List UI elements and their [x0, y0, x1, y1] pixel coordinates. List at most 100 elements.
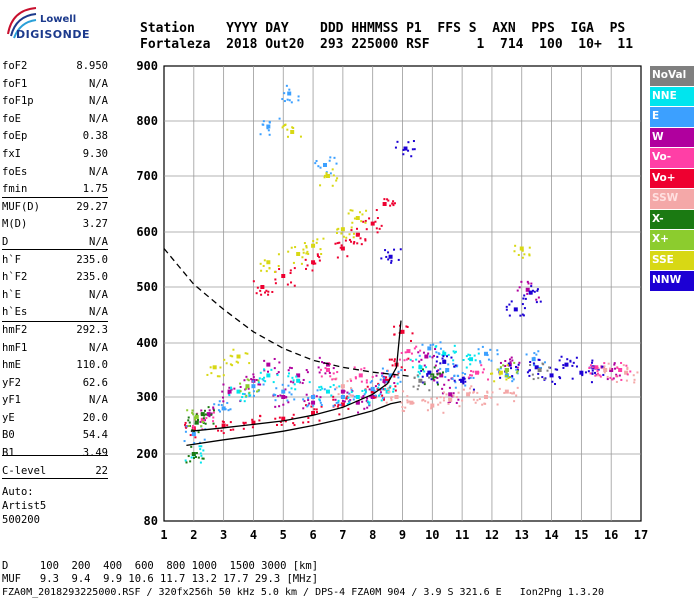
echo-dot — [538, 358, 541, 361]
echo-dot — [439, 401, 442, 404]
echo-dot — [316, 254, 319, 257]
param-name: M(D) — [2, 218, 28, 231]
echo-dot — [302, 251, 305, 254]
echo-dot — [199, 452, 202, 455]
echo-dot — [594, 374, 597, 377]
echo-dot — [482, 368, 485, 371]
echo-dot — [221, 390, 224, 393]
echo-dot — [292, 379, 295, 382]
echo-dot — [435, 360, 438, 363]
data-point — [358, 373, 363, 378]
param-value: N/A — [89, 306, 108, 319]
echo-dot — [477, 348, 480, 351]
echo-dot — [400, 366, 403, 369]
echo-dot — [307, 252, 310, 255]
echo-dot — [421, 381, 424, 384]
echo-dot — [186, 409, 189, 412]
echo-dot — [286, 98, 289, 101]
echo-dot — [290, 281, 293, 284]
echo-dot — [427, 352, 430, 355]
echo-dot — [200, 409, 203, 412]
echo-dot — [192, 428, 195, 431]
x-tick-label: 4 — [250, 528, 257, 542]
data-point — [281, 274, 286, 278]
echo-dot — [523, 307, 526, 310]
echo-dot — [350, 388, 353, 391]
echo-dot — [443, 383, 446, 386]
x-tick-label: 6 — [309, 528, 316, 542]
echo-dot — [316, 253, 319, 256]
echo-dot — [439, 367, 442, 370]
echo-dot — [287, 401, 290, 404]
echo-dot — [314, 262, 317, 265]
data-point — [191, 452, 196, 456]
data-point — [466, 392, 471, 397]
echo-dot — [365, 399, 368, 402]
echo-dot — [320, 385, 323, 388]
echo-dot — [426, 374, 429, 377]
echo-dot — [571, 364, 574, 367]
x-tick-label: 5 — [280, 528, 287, 542]
echo-dot — [290, 367, 293, 370]
echo-dot — [518, 286, 521, 289]
echo-dot — [470, 385, 473, 388]
series-sse — [206, 123, 531, 383]
echo-dot — [489, 348, 492, 351]
echo-dot — [262, 379, 265, 382]
data-point — [403, 146, 408, 151]
echo-dot — [334, 388, 337, 391]
echo-dot — [209, 366, 212, 369]
echo-dot — [493, 380, 496, 383]
echo-dot — [418, 364, 421, 367]
echo-dot — [336, 177, 339, 180]
echo-dot — [491, 391, 494, 394]
echo-dot — [393, 325, 396, 328]
param-row: foE N/A — [2, 111, 108, 129]
echo-dot — [425, 366, 428, 369]
echo-dot — [349, 209, 352, 212]
echo-dot — [611, 378, 614, 381]
echo-dot — [349, 394, 352, 397]
echo-dot — [214, 425, 217, 428]
echo-dot — [536, 289, 539, 292]
echo-dot — [318, 398, 321, 401]
echo-dot — [252, 394, 255, 397]
echo-dot — [249, 394, 252, 397]
echo-dot — [486, 391, 489, 394]
echo-dot — [333, 404, 336, 407]
echo-dot — [490, 396, 493, 399]
x-tick-label: 13 — [515, 528, 529, 542]
echo-dot — [620, 361, 623, 364]
data-point — [439, 373, 444, 378]
echo-dot — [361, 389, 364, 392]
echo-dot — [416, 388, 419, 391]
echo-dot — [273, 270, 276, 273]
echo-dot — [306, 264, 309, 267]
param-value: N/A — [89, 112, 108, 125]
echo-dot — [348, 400, 351, 403]
echo-dot — [496, 368, 499, 371]
echo-dot — [437, 352, 440, 355]
echo-dot — [539, 300, 542, 303]
echo-dot — [273, 357, 276, 360]
echo-dot — [194, 455, 197, 458]
param-value: 29.27 — [76, 200, 108, 213]
data-point — [531, 357, 536, 362]
echo-dot — [210, 413, 213, 416]
echo-dot — [303, 400, 306, 403]
param-row: foEp 0.38 — [2, 128, 108, 146]
echo-dot — [305, 369, 308, 372]
param-name: h`Es — [2, 306, 28, 319]
echo-dot — [432, 377, 435, 380]
echo-dot — [274, 405, 277, 408]
echo-dot — [306, 250, 309, 253]
echo-dot — [302, 248, 305, 251]
echo-dot — [368, 217, 371, 220]
echo-dot — [383, 381, 386, 384]
echo-dot — [521, 303, 524, 306]
echo-dot — [322, 237, 325, 240]
echo-dot — [336, 405, 339, 408]
echo-dot — [481, 345, 484, 348]
data-point — [227, 389, 232, 394]
echo-dot — [321, 387, 324, 390]
